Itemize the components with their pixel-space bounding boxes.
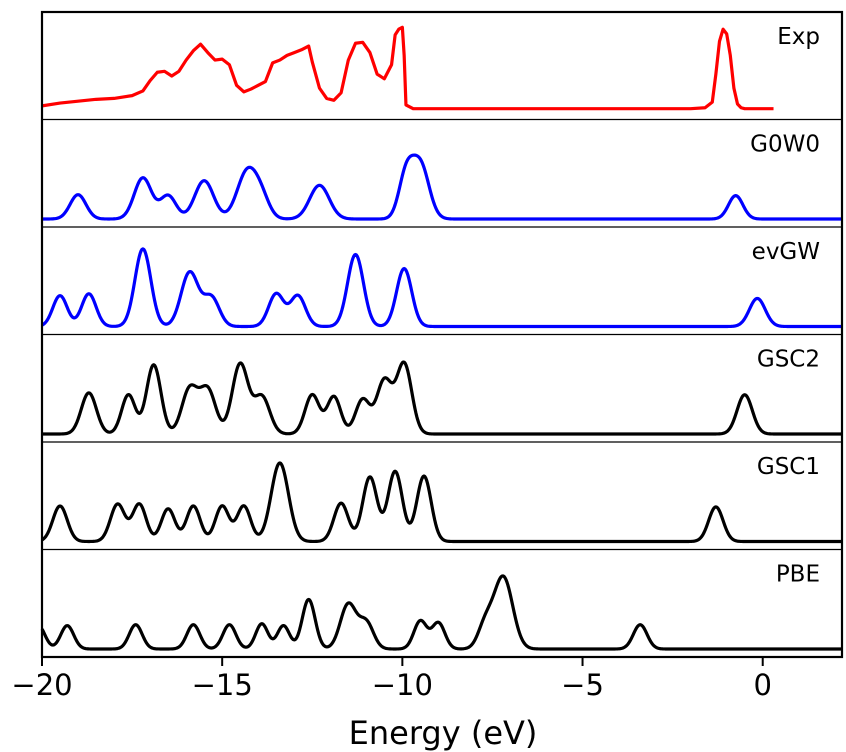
panel-label-evgw: evGW	[752, 239, 820, 265]
x-tick-label: −20	[11, 668, 72, 702]
panel-label-pbe: PBE	[776, 562, 820, 588]
series-line-exp	[41, 25, 774, 111]
x-tick-label: 0	[753, 668, 771, 702]
series-line-g0w0	[41, 153, 843, 221]
plot-border	[40, 10, 844, 659]
panels-group: Exp G0W0 evGW GSC2 GSC1 PBE	[40, 24, 843, 651]
panel-label-gsc2: GSC2	[757, 347, 820, 373]
series-line-pbe	[40, 574, 843, 651]
x-tick-label: −5	[561, 668, 604, 702]
series-line-gsc1	[41, 461, 843, 544]
panel-label-exp: Exp	[777, 24, 820, 50]
series-line-evgw	[41, 247, 843, 329]
x-axis-label: Energy (eV)	[349, 714, 538, 752]
series-line-gsc2	[41, 360, 843, 436]
x-tick-label: −10	[372, 668, 433, 702]
x-tick-label: −15	[192, 668, 253, 702]
panel-label-g0w0: G0W0	[750, 132, 820, 158]
plot-frame	[40, 10, 844, 659]
x-axis-ticks: −20 −15 −10 −5 0	[11, 657, 772, 702]
panel-label-gsc1: GSC1	[757, 454, 820, 480]
